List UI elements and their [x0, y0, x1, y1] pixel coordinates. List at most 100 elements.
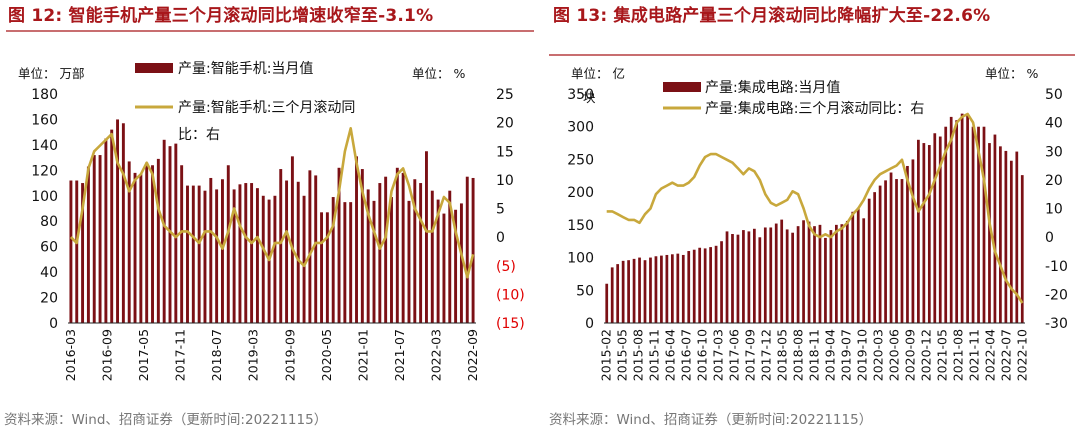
x-tick-label: 2019-07 — [839, 329, 854, 381]
y-tick-label: 0 — [585, 316, 594, 332]
bar — [261, 195, 265, 323]
bar — [430, 190, 434, 323]
x-tick-label: 2016-10 — [695, 329, 710, 381]
x-tick-label: 2016-04 — [663, 329, 678, 381]
bar — [314, 175, 318, 323]
bar — [232, 189, 236, 323]
bar — [933, 133, 937, 323]
bar — [660, 255, 663, 323]
bar — [162, 139, 166, 323]
y2-tick-label: 5 — [496, 202, 505, 218]
y-tick-label: 120 — [31, 163, 58, 179]
x-tick-label: 2020-06 — [886, 329, 901, 381]
bar — [226, 165, 230, 323]
y-tick-label: 60 — [40, 240, 58, 256]
bar — [471, 177, 475, 323]
bar — [1020, 175, 1024, 323]
y-tick-label: 100 — [31, 189, 58, 205]
x-tick-label: 2020-03 — [870, 329, 885, 381]
y2-tick-label: 15 — [496, 144, 514, 160]
bar — [720, 241, 723, 323]
bar — [774, 223, 778, 323]
chart-right-svg: 单位： 亿 块 单位： % 产量:集成电路:当月值 产量:集成电路:三个月滚动同… — [549, 54, 1075, 381]
right-unit-label: 单位： % — [985, 66, 1038, 81]
y2-tick-label: 20 — [1045, 173, 1063, 189]
y2-tick-label: 30 — [1045, 144, 1063, 160]
bar — [878, 185, 882, 323]
bar — [692, 249, 696, 323]
bar — [681, 254, 685, 323]
x-tick-label: 2021-01 — [355, 329, 370, 381]
legend-bar-label: 产量:智能手机:当月值 — [178, 61, 313, 77]
y2-tick-label: 50 — [1045, 87, 1063, 103]
bar — [1004, 150, 1008, 323]
legend-line-label: 产量:智能手机:三个月滚动同 — [178, 99, 355, 116]
bar — [442, 213, 446, 323]
bar — [632, 258, 636, 323]
bar — [982, 126, 986, 323]
bar — [807, 221, 811, 323]
bar — [308, 170, 312, 323]
x-tick-label: 2017-05 — [136, 329, 151, 381]
bar — [731, 234, 734, 323]
bar — [676, 253, 680, 323]
bar — [407, 200, 411, 323]
bar — [698, 247, 702, 323]
bar — [395, 167, 399, 323]
bar — [86, 166, 90, 323]
source-note-right: 资料来源：Wind、招商证券（更新时间:20221115） — [549, 412, 873, 428]
bar — [960, 113, 964, 323]
bar — [215, 189, 219, 323]
bar — [145, 162, 149, 323]
y-tick-label: 100 — [567, 251, 594, 267]
bar — [851, 211, 855, 323]
bar — [209, 177, 213, 323]
source-note-left: 资料来源：Wind、招商证券（更新时间:20221115） — [4, 412, 328, 428]
bar — [938, 136, 942, 323]
bar — [922, 143, 926, 323]
bar — [454, 209, 458, 323]
bar — [862, 218, 866, 323]
bar — [273, 195, 277, 323]
chart-label-left: 图 12: — [8, 6, 63, 26]
bar — [448, 190, 452, 323]
bar — [610, 267, 614, 323]
bar — [638, 257, 641, 323]
bar — [742, 230, 745, 323]
bar — [151, 165, 154, 323]
bar — [221, 179, 224, 323]
bar — [203, 190, 207, 323]
x-tick-label: 2020-12 — [918, 329, 933, 381]
legend-bar-swatch — [135, 63, 173, 73]
bar — [244, 183, 248, 323]
bar — [425, 151, 428, 323]
bar — [911, 159, 915, 323]
bar — [687, 251, 691, 323]
x-tick-label: 2019-03 — [246, 329, 261, 381]
bar — [867, 198, 871, 323]
bar — [337, 167, 341, 323]
y-tick-label: 160 — [31, 112, 58, 128]
bar — [127, 161, 131, 323]
x-tick-label: 2022-04 — [982, 329, 997, 381]
bar — [796, 226, 800, 323]
yoy-line — [69, 127, 475, 279]
bar — [116, 119, 119, 323]
bar — [758, 237, 762, 323]
y2-tick-label: 10 — [1045, 202, 1063, 218]
bar — [296, 181, 300, 323]
bar — [621, 260, 625, 323]
y2-tick-label: 0 — [496, 230, 505, 246]
y2-tick-label: 20 — [496, 116, 514, 132]
chart-label-right: 图 13: — [553, 6, 608, 26]
bar — [104, 138, 108, 323]
y2-tick-label: -20 — [1045, 287, 1068, 303]
x-tick-label: 2020-09 — [902, 329, 917, 381]
bar — [835, 224, 838, 323]
bar — [250, 183, 254, 323]
x-tick-label: 2018-07 — [209, 329, 224, 381]
yoy-line — [606, 112, 1024, 304]
bar — [459, 203, 463, 323]
y2-tick-label: (10) — [496, 287, 525, 303]
bar — [966, 113, 969, 323]
